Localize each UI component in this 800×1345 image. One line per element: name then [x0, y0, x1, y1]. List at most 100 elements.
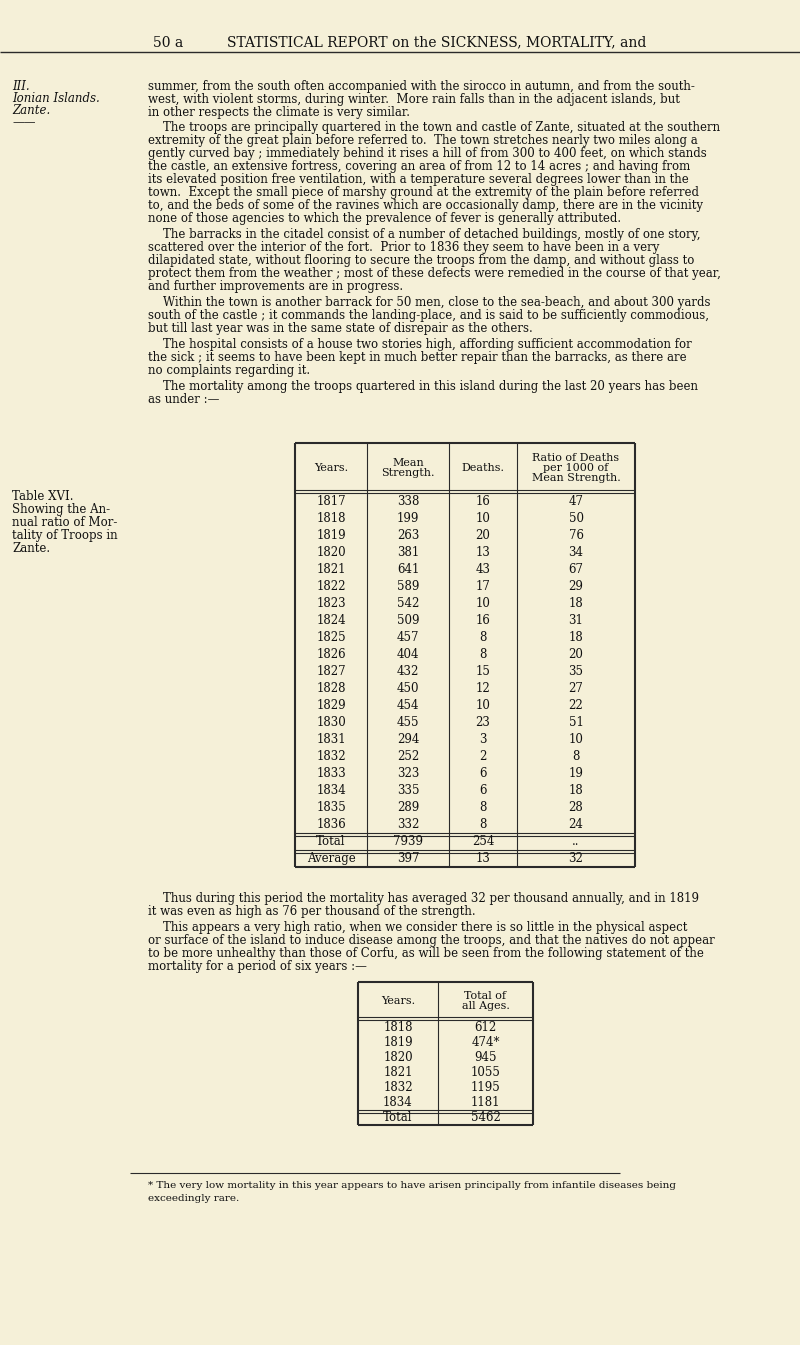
Text: protect them from the weather ; most of these defects were remedied in the cours: protect them from the weather ; most of … [148, 268, 721, 280]
Text: 31: 31 [569, 615, 583, 627]
Text: 612: 612 [474, 1021, 497, 1034]
Text: 1829: 1829 [316, 699, 346, 712]
Text: 455: 455 [397, 716, 419, 729]
Text: 1824: 1824 [316, 615, 346, 627]
Text: Within the town is another barrack for 50 men, close to the sea-beach, and about: Within the town is another barrack for 5… [148, 296, 710, 309]
Text: or surface of the island to induce disease among the troops, and that the native: or surface of the island to induce disea… [148, 933, 714, 947]
Text: 332: 332 [397, 818, 419, 831]
Text: 20: 20 [569, 648, 583, 660]
Text: 1822: 1822 [316, 580, 346, 593]
Text: 1818: 1818 [316, 512, 346, 525]
Text: 1819: 1819 [383, 1036, 413, 1049]
Text: ——: —— [12, 116, 35, 129]
Text: 22: 22 [569, 699, 583, 712]
Text: 50 a          STATISTICAL REPORT on the SICKNESS, MORTALITY, and: 50 a STATISTICAL REPORT on the SICKNESS,… [154, 35, 646, 48]
Text: 20: 20 [475, 529, 490, 542]
Text: 432: 432 [397, 664, 419, 678]
Text: no complaints regarding it.: no complaints regarding it. [148, 364, 310, 377]
Text: Thus during this period the mortality has averaged 32 per thousand annually, and: Thus during this period the mortality ha… [148, 892, 699, 905]
Text: west, with violent storms, during winter.  More rain falls than in the adjacent : west, with violent storms, during winter… [148, 93, 680, 106]
Text: 1828: 1828 [316, 682, 346, 695]
Text: 457: 457 [397, 631, 419, 644]
Text: 338: 338 [397, 495, 419, 508]
Text: 18: 18 [569, 597, 583, 611]
Text: per 1000 of: per 1000 of [543, 463, 609, 473]
Text: 1818: 1818 [383, 1021, 413, 1034]
Text: 323: 323 [397, 767, 419, 780]
Text: Mean: Mean [392, 459, 424, 468]
Text: 2: 2 [479, 751, 486, 763]
Text: 1836: 1836 [316, 818, 346, 831]
Text: 10: 10 [569, 733, 583, 746]
Text: 10: 10 [475, 699, 490, 712]
Text: 28: 28 [569, 802, 583, 814]
Text: ..: .. [572, 835, 580, 847]
Text: Zante.: Zante. [12, 104, 50, 117]
Text: The troops are principally quartered in the town and castle of Zante, situated a: The troops are principally quartered in … [148, 121, 720, 134]
Text: nual ratio of Mor-: nual ratio of Mor- [12, 516, 118, 529]
Text: Zante.: Zante. [12, 542, 50, 555]
Text: 1834: 1834 [383, 1096, 413, 1110]
Text: 1834: 1834 [316, 784, 346, 798]
Text: extremity of the great plain before referred to.  The town stretches nearly two : extremity of the great plain before refe… [148, 134, 698, 147]
Text: 47: 47 [569, 495, 583, 508]
Text: 1181: 1181 [470, 1096, 500, 1110]
Text: in other respects the climate is very similar.: in other respects the climate is very si… [148, 106, 410, 118]
Text: 1832: 1832 [383, 1081, 413, 1093]
Text: 289: 289 [397, 802, 419, 814]
Text: 34: 34 [569, 546, 583, 560]
Text: 254: 254 [472, 835, 494, 847]
Text: and further improvements are in progress.: and further improvements are in progress… [148, 280, 403, 293]
Text: scattered over the interior of the fort.  Prior to 1836 they seem to have been i: scattered over the interior of the fort.… [148, 241, 659, 254]
Text: 8: 8 [479, 818, 486, 831]
Text: Years.: Years. [381, 997, 415, 1006]
Text: Total of: Total of [465, 991, 506, 1001]
Text: 50: 50 [569, 512, 583, 525]
Text: as under :—: as under :— [148, 393, 219, 406]
Text: 1835: 1835 [316, 802, 346, 814]
Text: mortality for a period of six years :—: mortality for a period of six years :— [148, 960, 367, 972]
Text: 1195: 1195 [470, 1081, 500, 1093]
Text: exceedingly rare.: exceedingly rare. [148, 1194, 239, 1202]
Text: Table XVI.: Table XVI. [12, 490, 74, 503]
Text: 6: 6 [479, 784, 486, 798]
Text: 12: 12 [476, 682, 490, 695]
Text: 17: 17 [475, 580, 490, 593]
Text: 252: 252 [397, 751, 419, 763]
Text: 16: 16 [475, 495, 490, 508]
Text: 1820: 1820 [383, 1050, 413, 1064]
Text: The barracks in the citadel consist of a number of detached buildings, mostly of: The barracks in the citadel consist of a… [148, 229, 701, 241]
Text: 1817: 1817 [316, 495, 346, 508]
Text: Total: Total [383, 1111, 413, 1124]
Text: 8: 8 [479, 802, 486, 814]
Text: 6: 6 [479, 767, 486, 780]
Text: * The very low mortality in this year appears to have arisen principally from in: * The very low mortality in this year ap… [148, 1181, 676, 1190]
Text: Showing the An-: Showing the An- [12, 503, 110, 516]
Text: it was even as high as 76 per thousand of the strength.: it was even as high as 76 per thousand o… [148, 905, 476, 919]
Text: 1823: 1823 [316, 597, 346, 611]
Text: Ionian Islands.: Ionian Islands. [12, 91, 100, 105]
Text: The hospital consists of a house two stories high, affording sufficient accommod: The hospital consists of a house two sto… [148, 338, 692, 351]
Text: Average: Average [306, 851, 355, 865]
Text: 43: 43 [475, 564, 490, 576]
Text: 8: 8 [479, 631, 486, 644]
Text: 27: 27 [569, 682, 583, 695]
Text: Deaths.: Deaths. [462, 463, 505, 473]
Text: 294: 294 [397, 733, 419, 746]
Text: to be more unhealthy than those of Corfu, as will be seen from the following sta: to be more unhealthy than those of Corfu… [148, 947, 704, 960]
Text: town.  Except the small piece of marshy ground at the extremity of the plain bef: town. Except the small piece of marshy g… [148, 186, 699, 199]
Text: 10: 10 [475, 512, 490, 525]
Text: 404: 404 [397, 648, 419, 660]
Text: 1831: 1831 [316, 733, 346, 746]
Text: 8: 8 [479, 648, 486, 660]
Text: 1832: 1832 [316, 751, 346, 763]
Text: 7939: 7939 [393, 835, 423, 847]
Text: 509: 509 [397, 615, 419, 627]
Text: 18: 18 [569, 631, 583, 644]
Text: 23: 23 [475, 716, 490, 729]
Text: 454: 454 [397, 699, 419, 712]
Text: 51: 51 [569, 716, 583, 729]
Text: the sick ; it seems to have been kept in much better repair than the barracks, a: the sick ; it seems to have been kept in… [148, 351, 686, 364]
Text: 1819: 1819 [316, 529, 346, 542]
Text: 35: 35 [569, 664, 583, 678]
